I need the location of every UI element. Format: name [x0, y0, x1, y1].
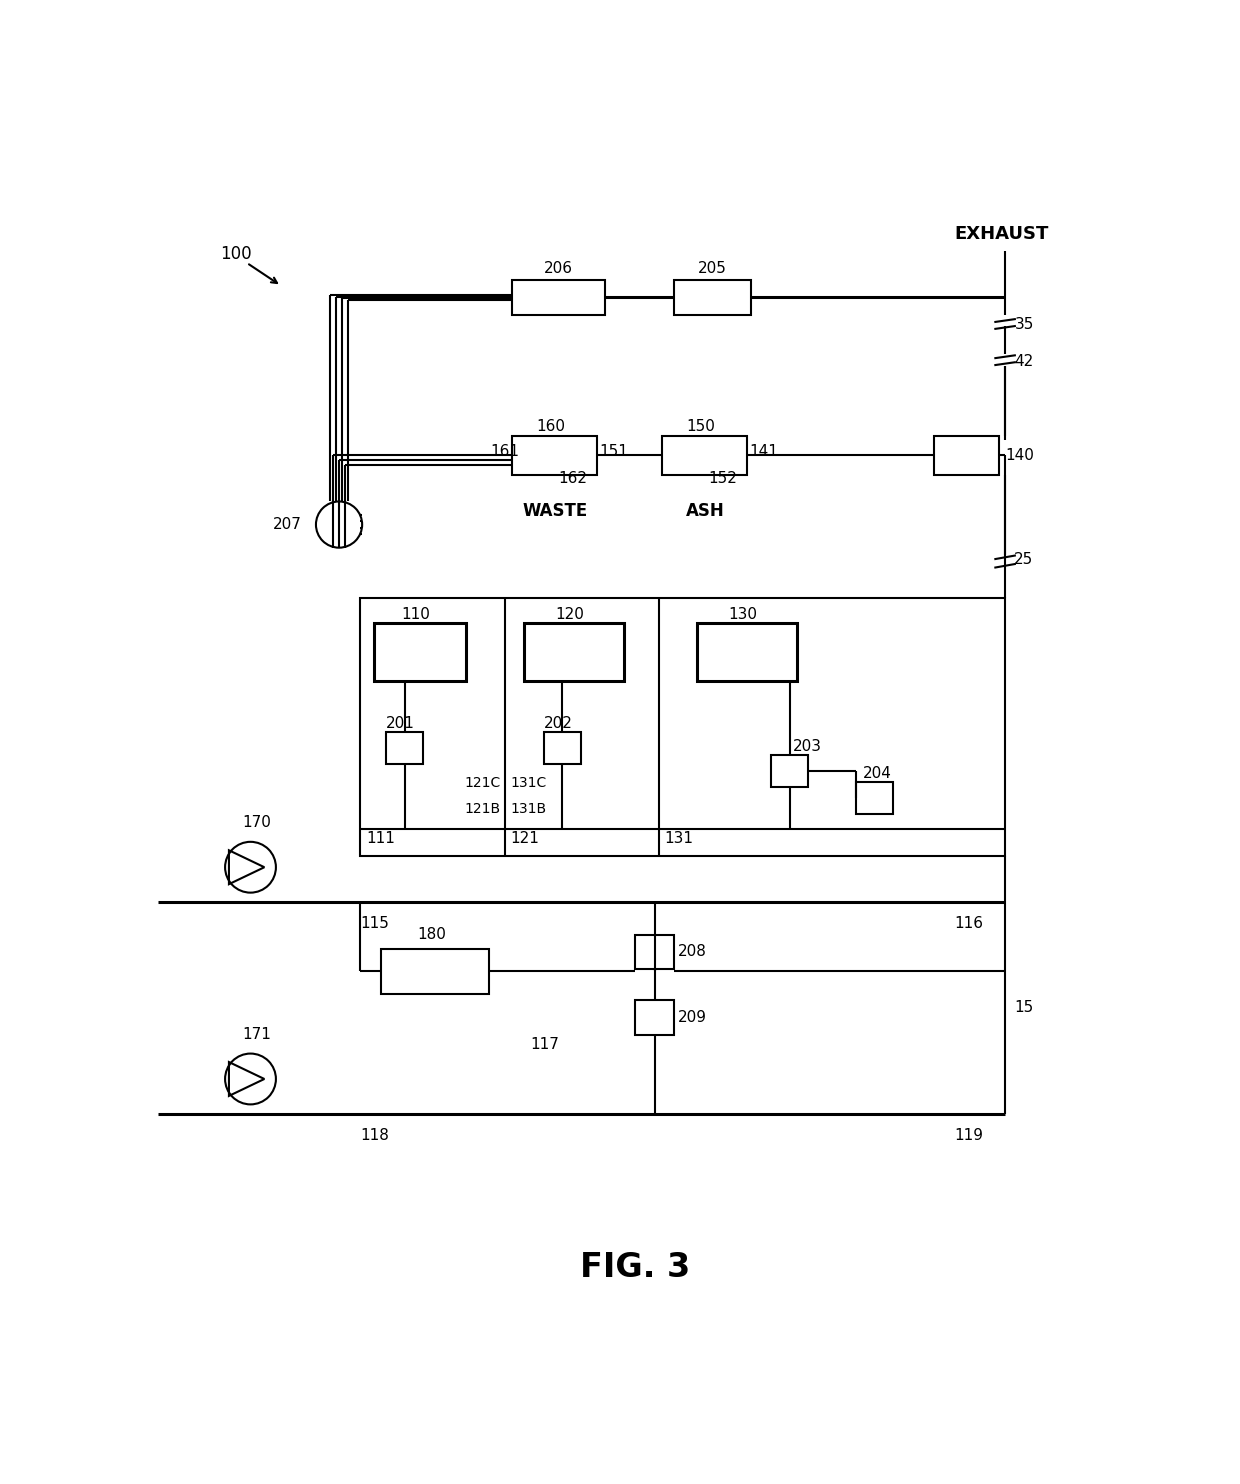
Text: 152: 152 — [708, 470, 738, 485]
Text: ASH: ASH — [686, 502, 724, 519]
Text: 131B: 131B — [511, 803, 547, 816]
Text: 170: 170 — [242, 815, 272, 830]
Text: 100: 100 — [219, 245, 252, 263]
Text: WASTE: WASTE — [522, 502, 588, 519]
Text: 116: 116 — [955, 916, 983, 930]
Bar — [382, 948, 490, 993]
Text: 115: 115 — [360, 916, 388, 930]
Text: 160: 160 — [536, 418, 565, 433]
Bar — [771, 755, 808, 787]
Text: 118: 118 — [360, 1128, 388, 1143]
Bar — [635, 935, 675, 969]
Text: 117: 117 — [531, 1037, 559, 1052]
Text: 25: 25 — [1014, 552, 1034, 567]
Text: 204: 204 — [863, 766, 892, 781]
Text: 15: 15 — [1014, 1000, 1034, 1015]
Text: 205: 205 — [698, 261, 727, 276]
Text: 131: 131 — [665, 831, 693, 846]
Text: 161: 161 — [491, 444, 520, 459]
Text: 110: 110 — [402, 607, 430, 622]
Text: EXHAUST: EXHAUST — [954, 224, 1049, 242]
Bar — [934, 436, 999, 475]
Text: 121: 121 — [511, 831, 539, 846]
Text: 202: 202 — [544, 715, 573, 730]
Text: 121B: 121B — [465, 803, 501, 816]
Bar — [544, 732, 580, 764]
Text: 180: 180 — [417, 926, 446, 942]
Text: 206: 206 — [544, 261, 573, 276]
Bar — [512, 436, 596, 475]
Text: 201: 201 — [386, 715, 415, 730]
Text: 151: 151 — [599, 444, 629, 459]
Text: 131C: 131C — [511, 776, 547, 789]
Bar — [386, 732, 423, 764]
Bar — [512, 280, 605, 315]
Text: 150: 150 — [687, 418, 715, 433]
Text: 203: 203 — [794, 739, 822, 754]
Text: 162: 162 — [558, 470, 588, 485]
Bar — [360, 598, 1006, 856]
Text: 119: 119 — [955, 1128, 983, 1143]
Bar — [856, 782, 893, 815]
Text: 130: 130 — [729, 607, 758, 622]
Text: 209: 209 — [678, 1011, 707, 1025]
Bar — [635, 1000, 675, 1034]
Text: 35: 35 — [1014, 318, 1034, 332]
Bar — [675, 280, 751, 315]
Text: FIG. 3: FIG. 3 — [580, 1251, 691, 1284]
Text: 42: 42 — [1014, 353, 1034, 370]
Bar — [697, 623, 797, 681]
Text: 171: 171 — [242, 1027, 272, 1042]
Text: 208: 208 — [678, 944, 707, 960]
Bar — [523, 623, 624, 681]
Text: 141: 141 — [749, 444, 779, 459]
Bar — [373, 623, 466, 681]
Text: 120: 120 — [556, 607, 584, 622]
Text: 121C: 121C — [465, 776, 501, 789]
Text: 111: 111 — [366, 831, 394, 846]
Bar — [662, 436, 748, 475]
Text: 140: 140 — [1006, 448, 1034, 463]
Text: 207: 207 — [273, 516, 303, 533]
